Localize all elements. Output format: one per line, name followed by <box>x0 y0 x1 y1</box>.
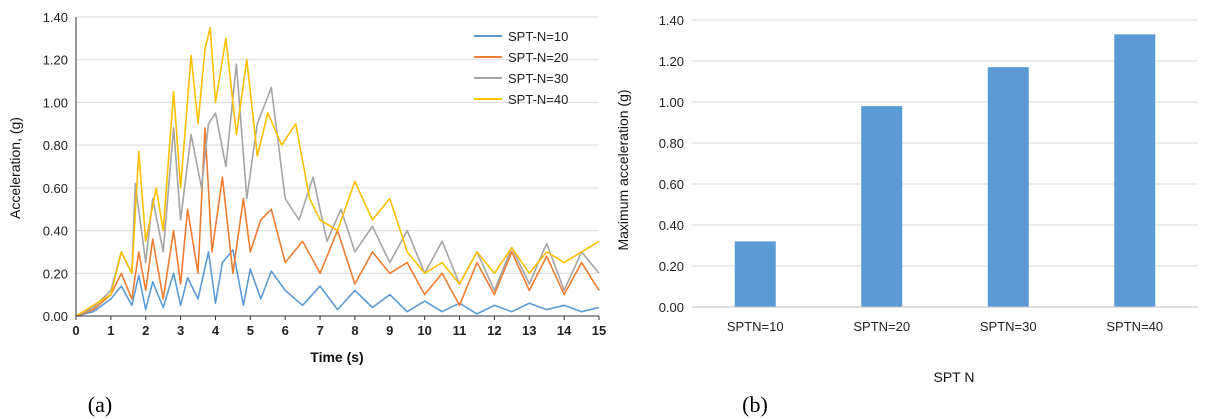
y-tick-label: 1.40 <box>659 13 684 28</box>
y-tick-label: 0.40 <box>43 224 68 239</box>
line-chart-x-ticks: 0 1 2 3 4 5 6 7 8 9 10 11 12 13 14 15 <box>72 316 606 338</box>
panel-label-b: (b) <box>742 392 768 417</box>
x-tick-label: 9 <box>386 323 393 338</box>
bar <box>987 67 1029 308</box>
bar-chart-y-ticks: 0.00 0.20 0.40 0.60 0.80 1.00 1.20 1.40 <box>659 13 684 315</box>
x-tick-label: 0 <box>72 323 79 338</box>
y-tick-label: 0.80 <box>659 136 684 151</box>
bar-chart-gridlines <box>692 19 1198 267</box>
y-tick-label: 1.00 <box>43 95 68 110</box>
bar-chart-y-axis-label: Maximum acceleration (g) <box>615 89 631 250</box>
y-tick-label: 0.40 <box>659 218 684 233</box>
x-tick-label: 11 <box>453 323 467 338</box>
x-tick-label: 3 <box>177 323 184 338</box>
x-tick-label: 4 <box>212 323 220 338</box>
y-tick-label: 1.00 <box>659 95 684 110</box>
legend-label: SPT-N=30 <box>508 71 568 86</box>
bar <box>861 106 903 307</box>
line-chart-y-ticks: 0.00 0.20 0.40 0.60 0.80 1.00 1.20 1.40 <box>43 10 68 324</box>
legend-label: SPT-N=40 <box>508 92 568 107</box>
bar-chart-bars <box>734 34 1156 308</box>
y-tick-label: 0.00 <box>659 300 684 315</box>
x-tick-label: 13 <box>522 323 536 338</box>
x-tick-label: 6 <box>282 323 289 338</box>
x-tick-label: 7 <box>316 323 323 338</box>
bar <box>1114 34 1156 307</box>
line-chart-y-axis-label: Acceleration, (g) <box>7 117 23 219</box>
x-tick-label: 1 <box>107 323 114 338</box>
x-tick-label: SPTN=30 <box>980 319 1037 334</box>
panel-label-a: (a) <box>88 392 112 417</box>
series-line-4 <box>75 26 600 317</box>
series-line-3 <box>75 63 600 317</box>
x-tick-label: 8 <box>351 323 358 338</box>
y-tick-label: 1.40 <box>43 10 68 25</box>
x-tick-label: 2 <box>142 323 149 338</box>
bar-chart-x-axis-label: SPT N <box>934 369 975 385</box>
x-tick-label: SPTN=40 <box>1106 319 1163 334</box>
x-tick-label: SPTN=20 <box>853 319 910 334</box>
legend-label: SPT-N=10 <box>508 29 568 44</box>
bar-chart-x-ticks: SPTN=10 SPTN=20 SPTN=30 SPTN=40 <box>727 319 1163 334</box>
y-tick-label: 0.20 <box>43 266 68 281</box>
x-tick-label: 12 <box>487 323 501 338</box>
x-tick-label: 14 <box>557 323 572 338</box>
y-tick-label: 1.20 <box>659 54 684 69</box>
y-tick-label: 1.20 <box>43 53 68 68</box>
series-line-2 <box>75 127 600 317</box>
x-tick-label: 5 <box>247 323 254 338</box>
x-tick-label: SPTN=10 <box>727 319 784 334</box>
series-line-1 <box>75 249 600 317</box>
line-chart-legend: SPT-N=10 SPT-N=20 SPT-N=30 SPT-N=40 <box>474 29 568 107</box>
y-tick-label: 0.80 <box>43 138 68 153</box>
y-tick-label: 0.60 <box>659 177 684 192</box>
y-tick-label: 0.00 <box>43 309 68 324</box>
x-tick-label: 10 <box>417 323 431 338</box>
line-chart-series <box>75 26 600 317</box>
bar-chart-panel: 0.00 0.20 0.40 0.60 0.80 1.00 1.20 1.40 SPTN=10… <box>615 13 1198 417</box>
y-tick-label: 0.60 <box>43 181 68 196</box>
y-tick-label: 0.20 <box>659 259 684 274</box>
bar <box>734 241 776 307</box>
line-chart-x-axis-label: Time (s) <box>310 349 363 365</box>
x-tick-label: 15 <box>592 323 606 338</box>
legend-label: SPT-N=20 <box>508 50 568 65</box>
